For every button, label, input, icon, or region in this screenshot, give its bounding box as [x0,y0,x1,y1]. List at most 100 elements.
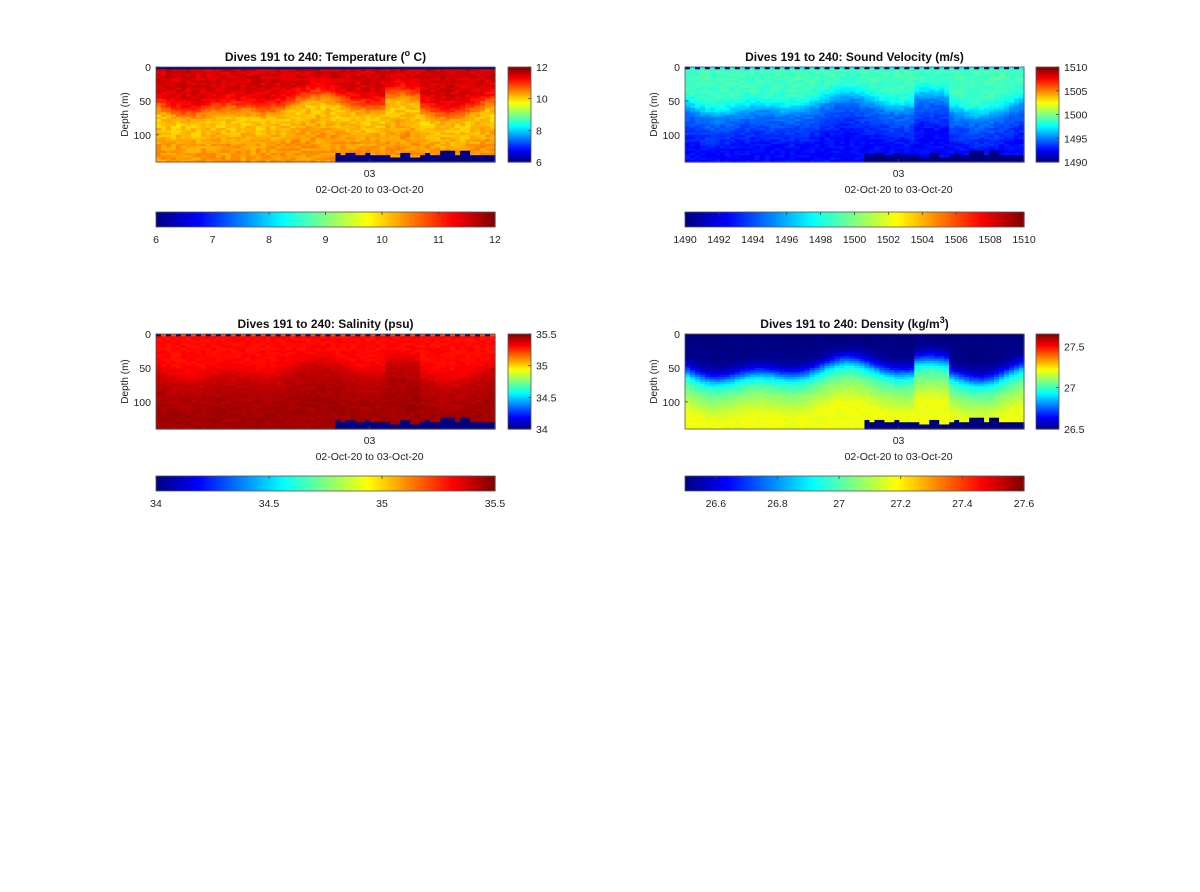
heatmap-cell [175,96,182,100]
heatmap-cell [230,71,237,75]
heatmap-cell [165,125,172,129]
heatmap-cell [265,85,272,88]
heatmap-cell [280,152,287,156]
heatmap-cell [220,134,227,138]
heatmap-cell [235,107,242,111]
heatmap-cell [295,112,302,116]
heatmap-cell [205,146,212,150]
heatmap-cell [280,73,287,77]
heatmap-cell [300,67,307,70]
heatmap-cell [225,134,232,138]
chart-title-end: C) [410,50,426,64]
heatmap-cell [245,109,252,113]
heatmap-cell [255,67,262,70]
heatmap-cell [305,128,312,131]
heatmap-cell [240,107,247,111]
heatmap-cell [230,148,237,152]
heatmap-cell [185,150,192,154]
heatmap-cell [160,71,167,75]
heatmap-cell [250,91,257,95]
heatmap-cell [280,89,287,93]
heatmap-cell [290,112,297,116]
heatmap-cell [245,76,252,79]
colorbar-swatch [332,212,337,227]
heatmap-cell [245,100,252,104]
heatmap-cell [185,121,192,125]
heatmap-cell [260,82,267,86]
heatmap-cell [295,114,302,118]
heatmap-cell [295,69,302,73]
heatmap-cell [280,107,287,111]
colorbar-swatch [385,212,390,227]
heatmap-cell [195,100,202,104]
heatmap-cell [310,78,317,82]
heatmap-cell [260,130,267,134]
heatmap-cell [230,73,237,77]
heatmap-cell [165,146,172,150]
heatmap-cell [260,125,267,129]
heatmap-cell [160,105,167,109]
heatmap-cell [156,112,162,116]
heatmap-cell [280,157,287,161]
heatmap-cell [285,69,292,73]
heatmap-cell [190,80,197,84]
heatmap-cell [205,105,212,109]
heatmap-cell [156,80,162,84]
heatmap-cell [290,157,297,161]
heatmap-cell [165,159,172,163]
heatmap-cell [245,150,252,154]
colorbar-swatch [216,212,221,227]
heatmap-cell [275,143,282,147]
heatmap-cell [160,85,167,88]
heatmap-cell [245,152,252,156]
heatmap-cell [210,67,217,70]
heatmap-cell [310,67,317,70]
heatmap-cell [250,69,257,73]
heatmap-cell [180,148,187,152]
heatmap-cell [310,82,317,86]
heatmap-cell [270,148,277,152]
heatmap-cell [235,116,242,120]
heatmap-cell [220,157,227,161]
heatmap-cell [210,73,217,77]
heatmap-cell [275,78,282,82]
heatmap-cell [205,76,212,79]
heatmap-cell [250,80,257,84]
heatmap-cell [300,91,307,95]
heatmap-cell [205,157,212,161]
heatmap-cell [255,159,262,163]
heatmap-cell [265,80,272,84]
heatmap-cell [295,146,302,150]
heatmap-cell [175,130,182,134]
heatmap-cell [185,94,192,97]
heatmap-cell [200,146,207,150]
heatmap-cell [225,157,232,161]
heatmap-cell [220,139,227,143]
heatmap-cell [295,80,302,84]
heatmap-cell [275,150,282,154]
heatmap-cell [260,116,267,120]
heatmap-cell [260,128,267,131]
heatmap-cell [305,132,312,136]
heatmap-cell [156,155,162,159]
heatmap-cell [170,148,177,152]
heatmap-cell [160,130,167,134]
y-tick-label: 0 [145,62,151,74]
heatmap-cell [285,73,292,77]
heatmap-cell [310,143,317,147]
heatmap-cell [245,148,252,152]
heatmap-cell [250,76,257,79]
heatmap-cell [270,155,277,159]
heatmap-cell [170,85,177,88]
heatmap-cell [265,103,272,107]
heatmap-cell [220,87,227,91]
heatmap-cell [156,103,162,107]
heatmap-cell [180,85,187,88]
heatmap-cell [220,146,227,150]
heatmap-cell [260,121,267,125]
heatmap-cell [235,67,242,70]
heatmap-cell [290,146,297,150]
heatmap-cell [305,116,312,120]
heatmap-cell [170,143,177,147]
colorbar-swatch [325,212,330,227]
